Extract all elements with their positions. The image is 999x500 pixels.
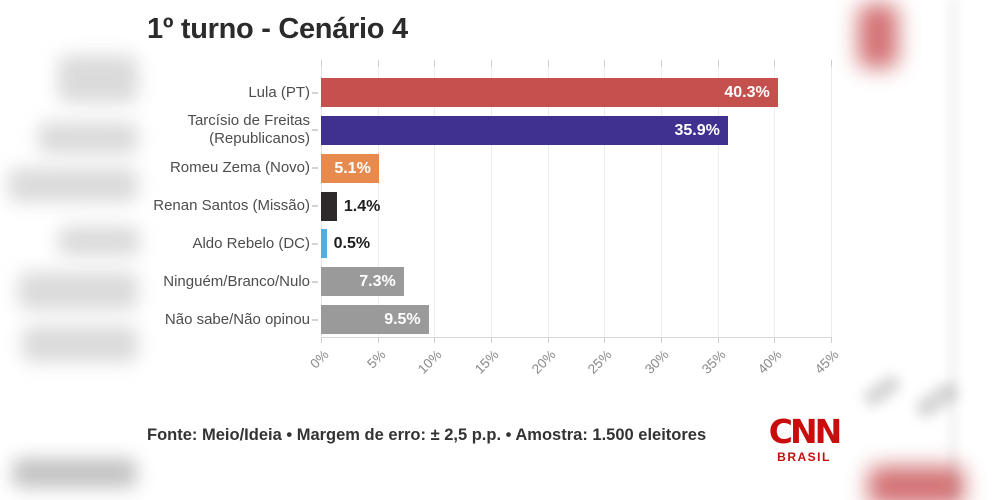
top-tick (321, 60, 322, 67)
bar (321, 229, 327, 259)
category-label: Tarcísio de Freitas (Republicanos) (187, 112, 310, 148)
category-tick (312, 129, 318, 132)
bar (321, 153, 379, 183)
top-tick (661, 60, 662, 67)
gridline (774, 67, 776, 337)
bottom-tick (774, 337, 776, 343)
x-axis-tick-label: 35% (698, 347, 729, 377)
bottom-tick (831, 337, 832, 343)
category-label: Aldo Rebelo (DC) (192, 234, 310, 252)
x-axis-tick-label: 20% (528, 347, 559, 377)
bar (321, 305, 429, 335)
x-axis-tick-label: 10% (415, 347, 445, 377)
blurred-right-band (946, 0, 960, 500)
x-axis-tick-label: 40% (755, 347, 785, 377)
source-note: Fonte: Meio/Ideia • Margem de erro: ± 2,… (147, 426, 707, 444)
gridline (434, 67, 436, 337)
bottom-tick (604, 337, 606, 343)
bottom-tick (377, 337, 379, 343)
bar (321, 267, 404, 297)
top-tick (377, 60, 379, 67)
blurred-left-text-5 (18, 272, 138, 310)
gridline (831, 67, 832, 337)
gridline (491, 67, 492, 337)
bottom-tick (547, 337, 549, 343)
blurred-right-tick-1 (860, 372, 904, 410)
blurred-left-text-1 (58, 55, 138, 103)
x-axis-tick-label: 45% (811, 347, 842, 377)
top-tick (774, 60, 776, 67)
bottom-tick (321, 337, 322, 343)
x-axis-tick-label: 0% (307, 347, 332, 372)
value-label: 9.5% (384, 311, 421, 329)
cnn-logo-text: CNN (768, 412, 842, 451)
category-tick (312, 318, 318, 321)
category-tick (312, 242, 318, 245)
cnn-brasil-logo: CNN BRASIL (766, 415, 842, 473)
value-label: 7.3% (359, 273, 396, 291)
blurred-left-text-7 (12, 458, 137, 488)
category-label: Ninguém/Branco/Nulo (163, 272, 310, 290)
category-label: Não sabe/Não opinou (164, 310, 310, 328)
gridline (547, 67, 549, 337)
blurred-left-text-2 (38, 122, 138, 154)
top-tick (491, 60, 492, 67)
top-tick (831, 60, 832, 67)
bottom-tick (491, 337, 492, 343)
blurred-left-text-3 (8, 168, 138, 202)
x-axis-line (321, 337, 831, 338)
top-tick (547, 60, 549, 67)
blurred-left-text-4 (58, 226, 140, 256)
gridline (717, 67, 719, 337)
top-tick (604, 60, 606, 67)
top-tick (434, 60, 436, 67)
x-axis-tick-label: 15% (471, 347, 502, 377)
category-tick (312, 205, 318, 208)
bar (321, 115, 728, 145)
bottom-tick (434, 337, 436, 343)
chart-title: 1º turno - Cenário 4 (147, 13, 408, 45)
value-label: 1.4% (343, 197, 381, 215)
bottom-tick (661, 337, 662, 343)
value-label: 5.1% (334, 159, 371, 177)
gridline (604, 67, 606, 337)
value-label: 0.5% (333, 235, 371, 253)
value-label: 35.9% (674, 121, 720, 139)
blurred-left-text-6 (22, 326, 138, 362)
bar (321, 78, 778, 107)
category-tick (312, 280, 318, 283)
top-tick (717, 60, 719, 67)
gridline (377, 67, 379, 337)
value-label: 40.3% (724, 84, 770, 101)
category-tick (312, 91, 318, 94)
category-label: Romeu Zema (Novo) (169, 159, 310, 177)
category-label: Renan Santos (Missão) (153, 197, 310, 215)
blurred-right-logo-top (858, 4, 898, 68)
blurred-right-logo-bottom (868, 466, 964, 500)
x-axis-tick-label: 5% (363, 347, 389, 372)
gridline (661, 67, 662, 337)
bottom-tick (717, 337, 719, 343)
x-axis-tick-label: 25% (585, 347, 615, 377)
x-axis-tick-label: 30% (641, 347, 672, 377)
category-tick (312, 167, 318, 170)
bar (321, 191, 337, 221)
category-label: Lula (PT) (248, 83, 310, 101)
cnn-logo-subtext: BRASIL (777, 450, 831, 464)
